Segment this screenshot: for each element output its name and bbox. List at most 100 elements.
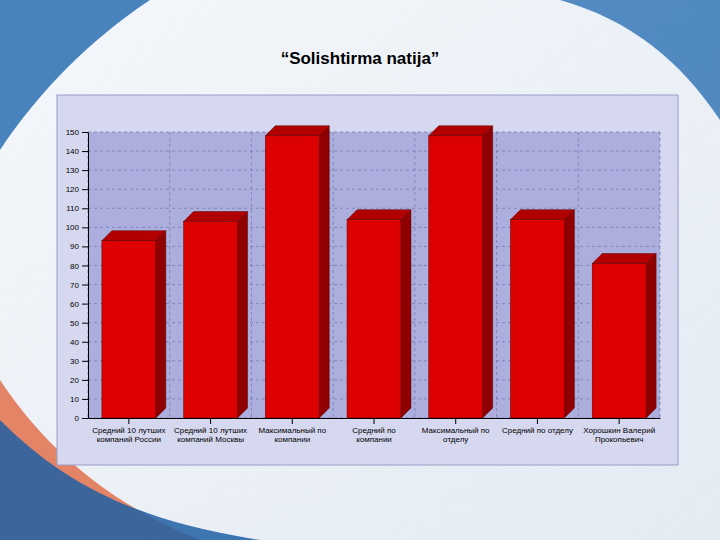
grid-line <box>88 151 660 152</box>
x-tick-label-line: Средний по <box>352 426 396 435</box>
y-tick: 120 <box>66 185 88 194</box>
x-tick: Средний 10 лутшихкомпаний России <box>92 418 165 444</box>
y-tick: 70 <box>70 281 88 290</box>
y-tick-mark <box>82 170 88 171</box>
y-tick: 80 <box>70 262 88 271</box>
y-tick: 140 <box>66 147 88 156</box>
grid-line-vertical <box>251 132 252 418</box>
y-tick-label: 80 <box>70 262 79 271</box>
slide: “Solishtirma natija”01020304050607080901… <box>0 0 720 540</box>
y-tick-label: 130 <box>66 166 80 175</box>
bar-top <box>184 212 248 222</box>
y-tick-label: 30 <box>70 357 79 366</box>
bar <box>429 136 483 418</box>
y-tick-mark <box>82 227 88 228</box>
y-tick: 50 <box>70 319 88 328</box>
y-tick-mark <box>82 361 88 362</box>
y-tick: 20 <box>70 376 88 385</box>
grid-line-vertical <box>578 132 579 418</box>
x-tick-label-line: Хорошкин Валерий <box>583 426 655 435</box>
y-tick-mark <box>82 208 88 209</box>
x-tick: Максимальный поотделу <box>422 418 490 444</box>
x-tick-label-line: компаний Москвы <box>177 435 244 444</box>
y-axis-line <box>88 133 89 419</box>
y-tick-mark <box>82 342 88 343</box>
bar-side <box>156 231 166 418</box>
y-tick-label: 140 <box>66 147 80 156</box>
bar <box>102 241 156 418</box>
x-tick-label: Средний 10 лутшихкомпаний России <box>92 426 165 444</box>
x-tick-label-line: Прокопьевич <box>595 435 644 444</box>
grid-line-vertical <box>169 132 170 418</box>
x-tick-label: Средний 10 лутшихкомпаний Москвы <box>174 426 247 444</box>
x-tick-label: Средний по отделу <box>502 426 573 435</box>
grid-line-vertical <box>333 132 334 418</box>
y-tick-label: 100 <box>66 223 80 232</box>
grid-line-vertical <box>88 132 89 418</box>
bar-side <box>646 254 656 418</box>
y-tick-mark <box>82 418 88 419</box>
bar <box>184 222 238 418</box>
bar-top <box>592 254 656 264</box>
y-tick-mark <box>82 246 88 247</box>
y-tick: 90 <box>70 242 88 251</box>
bar-group <box>265 126 329 418</box>
y-tick-mark <box>82 189 88 190</box>
y-tick: 40 <box>70 338 88 347</box>
bar <box>510 220 564 418</box>
x-tick: Хорошкин ВалерийПрокопьевич <box>583 418 655 444</box>
x-tick-mark <box>619 418 620 424</box>
x-tick: Максимальный покомпании <box>258 418 326 444</box>
x-tick-label-line: компании <box>274 435 310 444</box>
y-tick: 110 <box>66 204 88 213</box>
y-tick: 100 <box>66 223 88 232</box>
x-tick-mark <box>210 418 211 424</box>
bar-side <box>401 210 411 418</box>
x-tick-mark <box>455 418 456 424</box>
y-tick-label: 40 <box>70 338 79 347</box>
grid-line-vertical <box>414 132 415 418</box>
y-tick-label: 0 <box>75 414 80 423</box>
x-tick-label: Максимальный поотделу <box>422 426 490 444</box>
grid-line <box>88 170 660 171</box>
grid-line <box>88 208 660 209</box>
bar-side <box>564 210 574 418</box>
bar-group <box>429 126 493 418</box>
bar-group <box>102 231 166 418</box>
bar <box>347 220 401 418</box>
y-tick-label: 90 <box>70 242 79 251</box>
x-tick-label-line: компании <box>356 435 392 444</box>
grid-line <box>88 132 660 133</box>
y-tick: 10 <box>70 395 88 404</box>
y-tick: 130 <box>66 166 88 175</box>
x-tick-mark <box>537 418 538 424</box>
x-tick-mark <box>292 418 293 424</box>
x-tick: Средний по отделу <box>502 418 573 435</box>
x-tick-label-line: Средний 10 лутших <box>92 426 165 435</box>
x-tick-label: Хорошкин ВалерийПрокопьевич <box>583 426 655 444</box>
y-tick-label: 120 <box>66 185 80 194</box>
background <box>0 0 720 540</box>
y-tick-label: 50 <box>70 319 79 328</box>
chart-title: “Solishtirma natija” <box>281 49 440 68</box>
bar-top <box>347 210 411 220</box>
y-tick: 30 <box>70 357 88 366</box>
grid-line <box>88 189 660 190</box>
bar-top <box>429 126 493 136</box>
y-tick-mark <box>82 132 88 133</box>
x-tick-mark <box>374 418 375 424</box>
x-tick-label-line: Максимальный по <box>258 426 326 435</box>
bar-group <box>347 210 411 418</box>
bar <box>592 264 646 418</box>
x-tick-label-line: Средний 10 лутших <box>174 426 247 435</box>
x-tick-label: Максимальный покомпании <box>258 426 326 444</box>
y-tick-mark <box>82 285 88 286</box>
x-tick: Средний покомпании <box>352 418 396 444</box>
y-tick-label: 110 <box>66 204 79 213</box>
y-axis: 0102030405060708090100110120130140150 <box>66 128 89 423</box>
y-tick-label: 10 <box>70 395 79 404</box>
x-tick-mark <box>128 418 129 424</box>
y-tick-mark <box>82 380 88 381</box>
bar <box>265 136 319 418</box>
bar-top <box>265 126 329 136</box>
